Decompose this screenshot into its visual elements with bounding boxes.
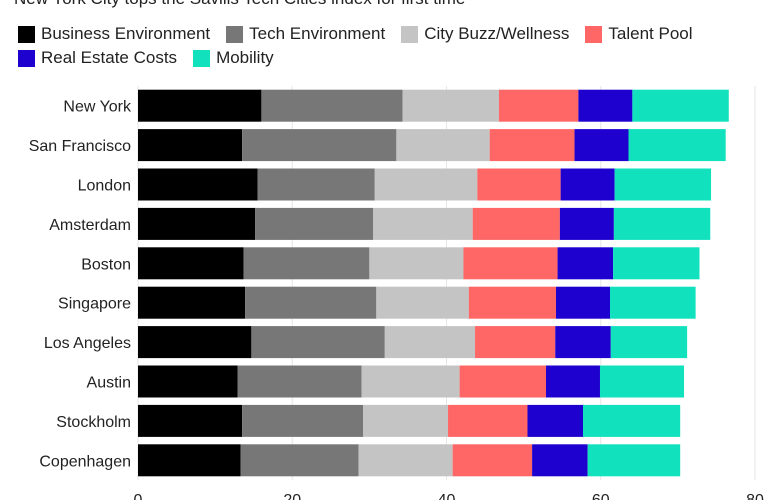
category-label: Copenhagen: [39, 453, 131, 470]
bar-segment: [587, 444, 681, 477]
legend-label: City Buzz/Wellness: [424, 24, 570, 43]
bar-segment: [632, 89, 729, 122]
category-label: Amsterdam: [49, 217, 131, 234]
bar-segment: [251, 326, 385, 359]
bar-segment: [402, 89, 499, 122]
bar-segment: [583, 404, 681, 437]
bar-segment: [574, 129, 629, 162]
legend-label: Talent Pool: [608, 24, 693, 43]
bar-segment: [261, 89, 403, 122]
bar-segment: [498, 89, 579, 122]
bar-segment: [138, 247, 244, 280]
legend-item: Real Estate Costs: [18, 48, 177, 68]
x-tick-label: 20: [283, 492, 301, 500]
bar-segment: [138, 286, 246, 319]
bar-segment: [138, 365, 238, 398]
legend-item: Talent Pool: [585, 24, 693, 44]
bar-segment: [240, 444, 359, 477]
bar-segment: [463, 247, 558, 280]
bar-segment: [374, 168, 478, 201]
bar-segment: [373, 207, 473, 240]
bar-segment: [452, 444, 533, 477]
legend-label: Mobility: [216, 48, 274, 67]
bar-segment: [559, 207, 614, 240]
bar-segment: [578, 89, 633, 122]
legend-swatch: [18, 25, 35, 43]
category-label: Stockholm: [56, 414, 131, 431]
bar-segment: [448, 404, 528, 437]
category-label: San Francisco: [29, 138, 131, 155]
legend-swatch: [585, 25, 603, 43]
bar-segment: [396, 129, 490, 162]
bar-segment: [477, 168, 561, 201]
bar-segment: [138, 129, 243, 162]
bar-segment: [138, 168, 258, 201]
legend-item: City Buzz/Wellness: [401, 24, 569, 44]
bar-segment: [613, 247, 700, 280]
bar-segment: [363, 404, 449, 437]
category-label: Austin: [87, 375, 131, 392]
category-label: London: [78, 178, 131, 195]
category-label: Boston: [81, 256, 131, 273]
bar-segment: [560, 168, 615, 201]
bar-segment: [613, 207, 711, 240]
bar-segment: [545, 365, 600, 398]
chart-legend: Business Environment Tech Environment City…: [18, 24, 758, 68]
bar-segment: [475, 326, 556, 359]
category-label: Los Angeles: [44, 335, 131, 352]
bar-segment: [138, 89, 262, 122]
bar-segment: [361, 365, 460, 398]
bar-segment: [243, 247, 370, 280]
bar-segment: [472, 207, 560, 240]
bar-segment: [242, 129, 397, 162]
bar-segment: [555, 326, 611, 359]
bar-segment: [138, 326, 252, 359]
bar-segment: [468, 286, 557, 319]
x-tick-label: 40: [438, 492, 456, 500]
bar-segment: [255, 207, 374, 240]
x-tick-label: 0: [134, 492, 143, 500]
bar-segment: [257, 168, 375, 201]
bar-segment: [138, 207, 256, 240]
bar-segment: [610, 286, 696, 319]
legend-item: Mobility: [193, 48, 274, 68]
legend-swatch: [193, 49, 211, 67]
bar-segment: [369, 247, 464, 280]
bar-segment: [532, 444, 588, 477]
legend-label: Business Environment: [41, 24, 211, 43]
x-tick-label: 80: [746, 492, 764, 500]
x-tick-label: 60: [592, 492, 610, 500]
chart-title: New York City tops the Savills Tech Citi…: [14, 0, 465, 9]
bar-segment: [384, 326, 476, 359]
bar-segment: [610, 326, 688, 359]
bar-segment: [358, 444, 453, 477]
legend-swatch: [18, 49, 35, 67]
bar-segment: [459, 365, 546, 398]
legend-swatch: [226, 25, 244, 43]
bar-segment: [628, 129, 726, 162]
category-label: Singapore: [58, 296, 131, 313]
bar-segment: [245, 286, 377, 319]
legend-item: Tech Environment: [226, 24, 385, 44]
bar-segment: [557, 247, 614, 280]
bar-segment: [138, 444, 241, 477]
bar-segment: [237, 365, 362, 398]
legend-label: Real Estate Costs: [41, 48, 178, 67]
category-label: New York: [63, 99, 132, 116]
bar-segment: [527, 404, 584, 437]
bar-segment: [242, 404, 364, 437]
legend-swatch: [401, 25, 419, 43]
bar-segment: [556, 286, 611, 319]
legend-item: Business Environment: [18, 24, 210, 44]
legend-label: Tech Environment: [249, 24, 386, 43]
bar-segment: [614, 168, 712, 201]
bar-segment: [376, 286, 469, 319]
bar-segment: [138, 404, 243, 437]
bar-segment: [489, 129, 575, 162]
bar-segment: [599, 365, 685, 398]
